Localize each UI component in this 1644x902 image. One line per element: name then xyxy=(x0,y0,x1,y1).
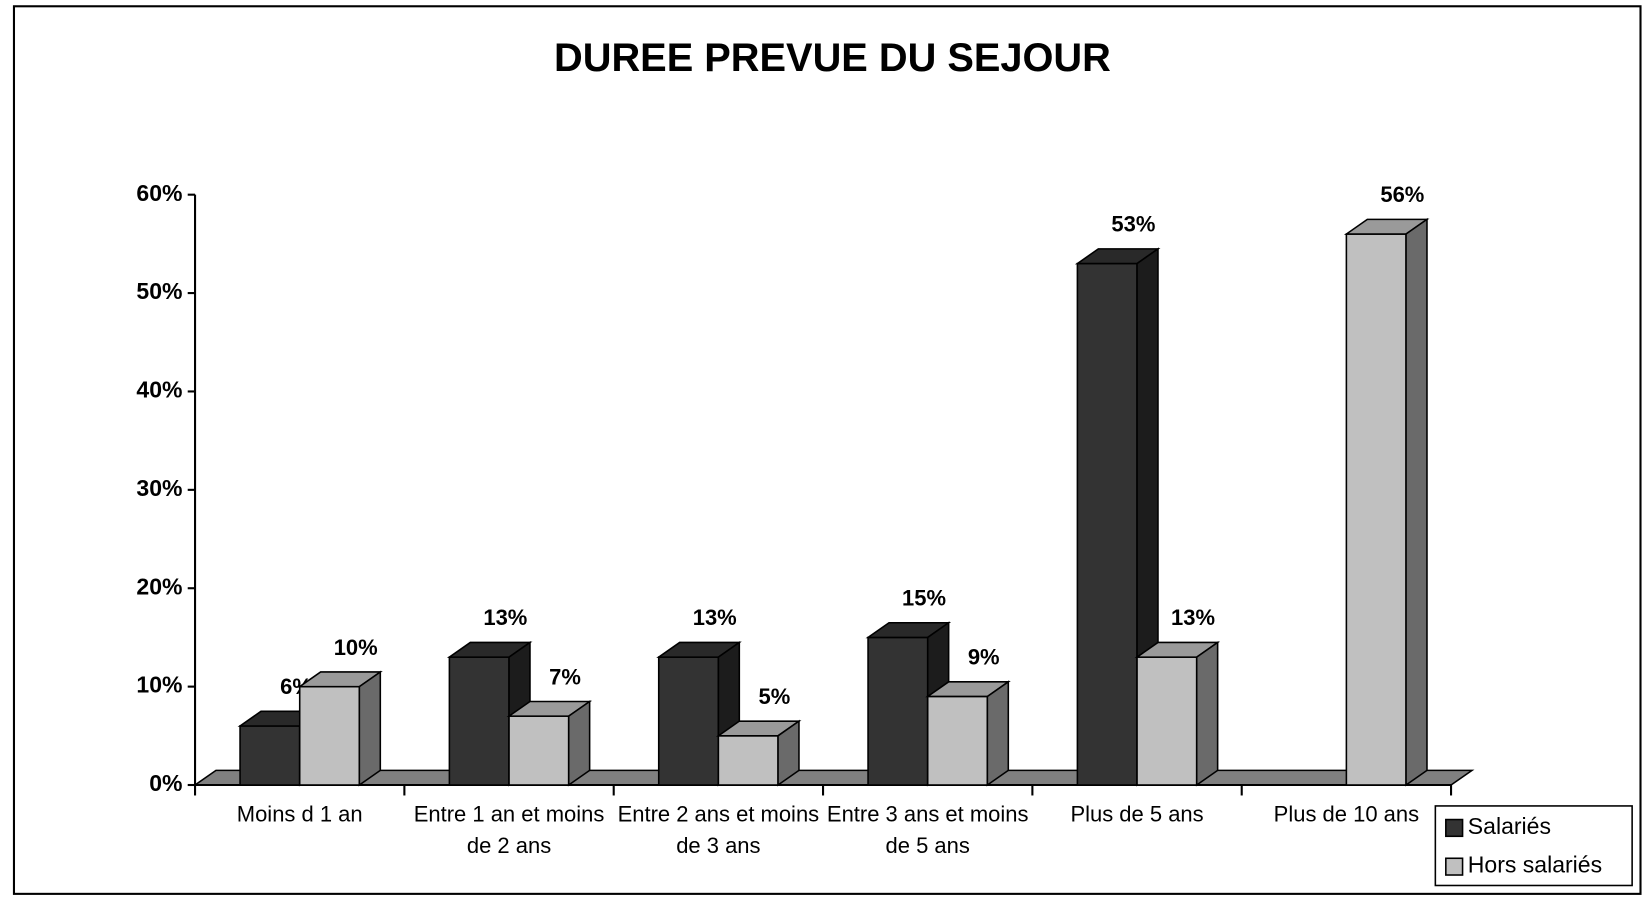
bar-side xyxy=(567,699,591,787)
chart-title: DUREE PREVUE DU SEJOUR xyxy=(554,36,1111,80)
bar-side xyxy=(777,719,800,787)
legend-swatch xyxy=(1445,857,1464,876)
bar-front xyxy=(508,715,570,786)
bar-front xyxy=(717,735,779,786)
bar-front xyxy=(926,695,989,786)
bar-front xyxy=(1136,656,1198,786)
x-tick-label: Entre 1 an et moins de 2 ans xyxy=(413,802,605,859)
bar-front xyxy=(448,656,510,786)
bar-front xyxy=(867,636,929,786)
legend-swatch xyxy=(1445,818,1464,838)
legend-label: Hors salariés xyxy=(1468,852,1602,878)
bar-side xyxy=(1195,640,1219,787)
bar-side xyxy=(986,680,1010,787)
bar xyxy=(715,719,802,787)
data-label: 5% xyxy=(758,684,790,709)
bar-front xyxy=(1076,262,1138,786)
y-tick-label: 0% xyxy=(149,770,182,796)
x-tick-label-box: Entre 3 ans et moins de 5 ans xyxy=(826,802,1029,859)
bar xyxy=(297,670,383,787)
y-tick-label: 20% xyxy=(136,573,182,599)
data-label: 9% xyxy=(968,645,1000,670)
x-tick-label: Moins d 1 an xyxy=(236,802,363,827)
x-tick-label-box: Entre 1 an et moins de 2 ans xyxy=(413,802,605,859)
bar-side xyxy=(358,670,382,787)
x-tick-label-box: Moins d 1 an xyxy=(236,802,363,827)
data-label: 7% xyxy=(549,664,581,689)
y-tick-label: 40% xyxy=(136,377,182,403)
bar-front xyxy=(1345,233,1407,786)
x-tick-label: Plus de 5 ans xyxy=(1070,802,1204,827)
y-tick-label: 60% xyxy=(136,180,182,206)
data-label: 53% xyxy=(1111,212,1155,237)
x-tick-label-box: Entre 2 ans et moins de 3 ans xyxy=(617,802,820,859)
data-label: 13% xyxy=(693,605,737,630)
bar xyxy=(1343,217,1430,787)
x-tick-label-box: Plus de 10 ans xyxy=(1273,802,1420,827)
x-tick-label-box: Plus de 5 ans xyxy=(1070,802,1204,827)
bar-front xyxy=(239,725,301,786)
y-tick-label: 10% xyxy=(136,672,182,698)
data-label: 10% xyxy=(334,635,378,660)
data-label: 13% xyxy=(483,605,527,630)
data-label: 15% xyxy=(902,586,946,611)
floor xyxy=(192,769,1475,786)
bar xyxy=(506,699,593,787)
bar-front xyxy=(657,656,720,786)
bar-side xyxy=(1405,217,1428,787)
x-tick-label: Plus de 10 ans xyxy=(1273,802,1420,827)
legend-box xyxy=(1434,805,1633,887)
y-tick-label: 30% xyxy=(136,475,182,501)
x-tick-label: Entre 2 ans et moins de 3 ans xyxy=(617,802,820,859)
bar xyxy=(1134,640,1221,787)
data-label: 56% xyxy=(1380,182,1424,207)
data-label: 13% xyxy=(1171,605,1215,630)
bar-front xyxy=(298,685,361,786)
y-tick-label: 50% xyxy=(136,278,182,304)
legend-label: Salariés xyxy=(1468,813,1551,839)
x-tick-label: Entre 3 ans et moins de 5 ans xyxy=(826,802,1029,859)
bar xyxy=(925,680,1011,787)
